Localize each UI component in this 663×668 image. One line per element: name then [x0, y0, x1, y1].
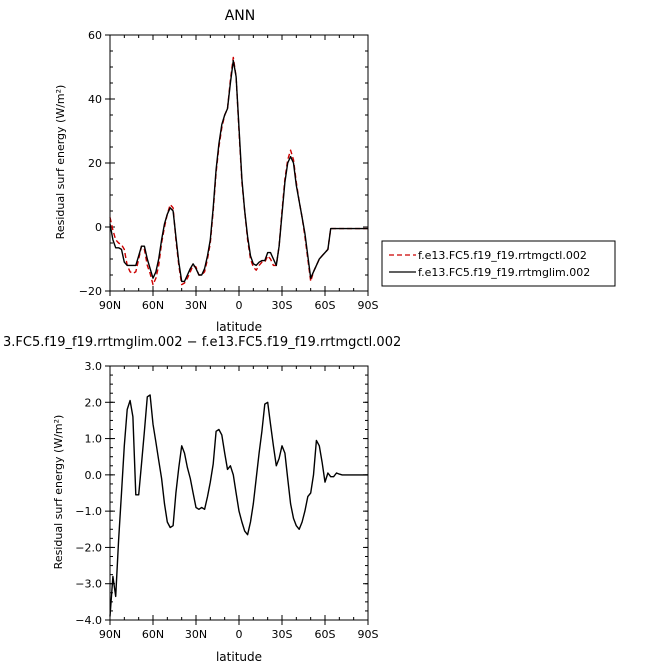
bottom-y-tick-label: 2.0: [85, 396, 103, 409]
bottom-chart-title: 3.FC5.f19_f19.rrtmglim.002 − f.e13.FC5.f…: [3, 335, 401, 350]
bottom-y-tick-label: −4.0: [75, 614, 102, 627]
top-chart-title: ANN: [225, 8, 256, 24]
bottom-panel: 3.FC5.f19_f19.rrtmglim.002 − f.e13.FC5.f…: [3, 335, 401, 664]
top-y-tick-label: 40: [88, 93, 102, 106]
bottom-y-axis-label: Residual surf energy (W/m²): [52, 415, 65, 570]
bottom-series-line-0: [109, 394, 368, 617]
bottom-y-tick-label: 3.0: [85, 360, 103, 373]
bottom-x-axis-label: latitude: [216, 650, 262, 664]
top-axes: 90N 60N 30N 0 30S 60S 90S −20 0 20 40 60: [79, 29, 379, 312]
top-x-tick-label: 30N: [185, 299, 207, 312]
bottom-y-tick-label: 0.0: [85, 469, 103, 482]
top-y-axis-label: Residual surf energy (W/m²): [54, 85, 67, 240]
top-y-tick-label: 0: [95, 221, 102, 234]
top-series-group: [109, 56, 368, 286]
legend: f.e13.FC5.f19_f19.rrtmgctl.002 f.e13.FC5…: [381, 240, 616, 287]
bottom-x-tick-label: 0: [236, 628, 243, 641]
top-x-tick-label: 90N: [99, 299, 121, 312]
top-x-tick-label: 90S: [358, 299, 379, 312]
bottom-x-tick-label: 30S: [272, 628, 293, 641]
top-panel: ANN Residual surf energy (W/m²) latitude…: [54, 8, 379, 334]
bottom-x-tick-label: 90N: [99, 628, 121, 641]
legend-label-lim: f.e13.FC5.f19_f19.rrtmglim.002: [418, 266, 590, 279]
top-series-line-0: [109, 56, 368, 286]
bottom-x-tick-label: 60N: [142, 628, 164, 641]
top-x-tick-label: 0: [236, 299, 243, 312]
top-y-tick-label: 20: [88, 157, 102, 170]
top-x-tick-label: 60S: [315, 299, 336, 312]
bottom-series-group: [109, 394, 368, 617]
top-y-tick-label: −20: [79, 285, 102, 298]
bottom-plot-frame: [109, 365, 369, 621]
bottom-x-tick-label: 30N: [185, 628, 207, 641]
bottom-x-tick-label: 60S: [315, 628, 336, 641]
top-x-tick-label: 60N: [142, 299, 164, 312]
top-y-tick-label: 60: [88, 29, 102, 42]
legend-label-ctl: f.e13.FC5.f19_f19.rrtmgctl.002: [418, 249, 587, 262]
top-x-tick-label: 30S: [272, 299, 293, 312]
bottom-y-tick-label: −1.0: [75, 505, 102, 518]
top-plot-frame: [109, 34, 369, 292]
top-x-axis-label: latitude: [216, 320, 262, 334]
top-series-line-1: [109, 59, 368, 283]
legend-box: [381, 240, 616, 287]
bottom-x-tick-label: 90S: [358, 628, 379, 641]
bottom-y-tick-label: −3.0: [75, 578, 102, 591]
bottom-y-tick-label: 1.0: [85, 433, 103, 446]
bottom-y-tick-label: −2.0: [75, 541, 102, 554]
